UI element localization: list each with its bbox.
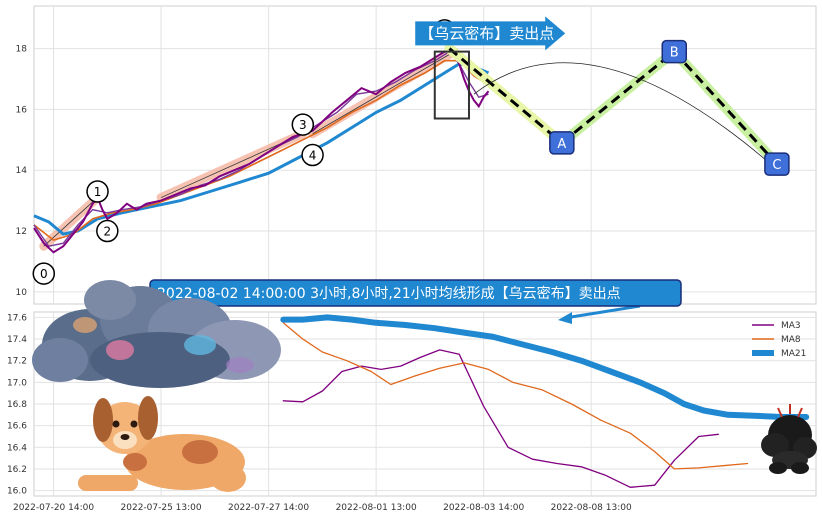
forecast-label-B: B [670,46,679,61]
ma21-price-line [33,62,490,236]
wave-label-0: 0 [40,267,48,281]
channel-line-2 [312,51,455,135]
price-y-ticks: 10 12 14 16 18 [16,45,28,298]
forecast-arc [473,62,768,162]
forecast-box-A [549,131,575,155]
forecast-segment-1 [560,50,676,145]
forecast-label-C: C [772,158,781,173]
wave-label-2: 2 [103,225,111,239]
ma-y-ticks: 16.0 16.2 16.4 16.6 16.8 17.0 17.2 17.4 17.6 [7,313,27,496]
forecast-segment-2 [673,50,779,166]
legend-label-ma3: MA3 [781,321,801,331]
price-y-tick-1: 12 [16,227,27,237]
ma-y-tick-4: 16.8 [7,400,27,410]
price-y-tick-4: 18 [16,45,28,55]
sell-signal-box [433,50,470,120]
ma-y-tick-6: 17.2 [7,357,27,367]
banner-text: 【乌云密布】卖出点 [419,24,554,42]
price-panel-frame [33,5,817,305]
forecast-label-A: A [557,137,566,152]
wave-label-4: 4 [309,149,317,163]
callout-arrow [564,304,641,320]
ma-y-tick-8: 17.6 [7,313,27,323]
legend-label-ma8: MA8 [781,335,801,345]
wave-label-1: 1 [94,185,102,199]
price-y-tick-0: 10 [16,288,28,298]
ma-x-tick-1: 2022-07-25 13:00 [121,503,202,513]
wave-label-3: 3 [299,118,307,132]
wave-circle-3 [291,113,315,136]
banner-arrow-shape [415,16,566,51]
ma-x-tick-2: 2022-07-27 14:00 [228,503,309,513]
ma-y-tick-1: 16.2 [7,465,27,475]
wave-circle-1 [86,180,109,203]
legend-label-ma21: MA21 [781,349,806,359]
price-y-tick-3: 16 [16,105,28,115]
ma-x-tick-3: 2022-08-01 13:00 [336,503,417,513]
forecast-box-B [661,39,688,64]
ma-y-tick-0: 16.0 [7,487,27,497]
price-y-tick-2: 14 [16,166,28,176]
channel-line-0 [43,197,98,247]
ma-y-tick-2: 16.4 [7,443,27,453]
callout-text: 2022-08-02 14:00:00 3小时,8小时,21小时均线形成【乌云密… [157,285,621,302]
callout: 2022-08-02 14:00:00 3小时,8小时,21小时均线形成【乌云密… [149,279,682,324]
dark-cloud-icon [761,404,817,474]
ma-y-tick-3: 16.6 [7,422,27,432]
wave-circle-4 [301,143,324,167]
ma-x-tick-5: 2022-08-08 13:00 [551,503,632,513]
ma-y-tick-7: 17.4 [7,335,27,345]
series-ma3 [282,349,719,488]
wave-circle-0 [32,262,56,285]
storm-cloud-icon [32,280,281,388]
dog-icon [78,396,246,492]
ma-y-tick-5: 17.0 [7,378,27,388]
ma-x-ticks: 2022-07-20 14:00 2022-07-25 13:00 2022-07-… [13,503,632,513]
series-ma21 [280,314,810,420]
sell-banner: 【乌云密布】卖出点 [415,16,566,51]
ma-x-tick-0: 2022-07-20 14:00 [13,503,94,513]
ma-x-tick-4: 2022-08-03 14:00 [443,503,524,513]
series-ma8 [282,322,749,470]
callout-arrow-head [558,312,572,324]
forecast-labels: A B C [549,39,790,176]
ma-legend: MA3 MA8 MA21 [752,321,806,359]
ma-lines [280,314,810,488]
forecast-box-C [764,152,790,176]
wave-circle-2 [96,219,119,243]
